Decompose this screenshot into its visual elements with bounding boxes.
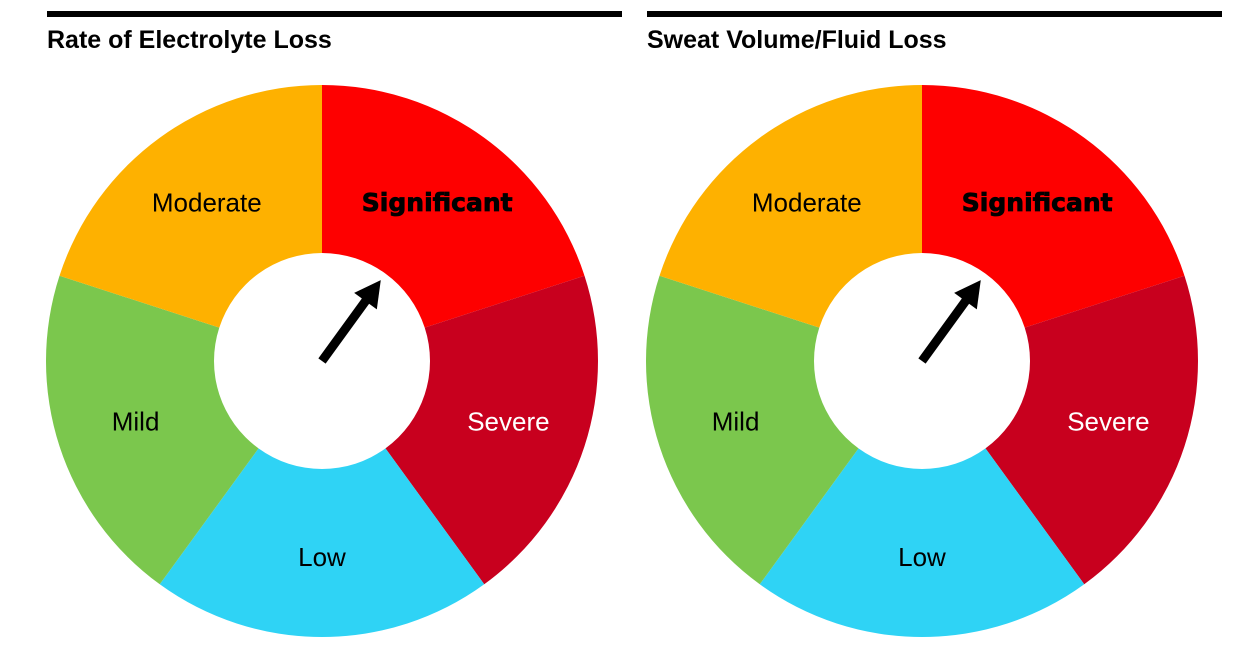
segment-significant (322, 85, 585, 328)
indicator-arrow-shaft (918, 295, 972, 364)
indicator-arrow-head (954, 280, 981, 310)
segment-severe (985, 275, 1198, 585)
segment-label-low: Low (898, 542, 946, 572)
fluid-loss-panel: Sweat Volume/Fluid Loss Significant Sever… (600, 0, 1222, 654)
segment-mild (646, 275, 859, 585)
segment-label-significant: Significant (962, 188, 1113, 217)
segment-label-moderate: Moderate (152, 187, 262, 217)
electrolyte-loss-panel: Rate of Electrolyte Loss Significant Seve… (0, 0, 622, 654)
segment-label-significant: Significant (362, 188, 513, 217)
segment-moderate (59, 85, 323, 328)
segment-label-moderate: Moderate (752, 187, 862, 217)
segment-low (759, 448, 1085, 638)
indicator-arrow-head (354, 280, 381, 310)
segment-low (159, 448, 485, 638)
fluid-loss-gauge: Significant Severe Low Mild Moderate (646, 85, 1198, 638)
indicator-arrow-shaft (318, 295, 372, 364)
title-rule (47, 11, 622, 17)
segment-label-severe: Severe (467, 407, 549, 437)
electrolyte-loss-gauge: Significant Severe Low Mild Moderate (45, 85, 598, 638)
segment-label-severe: Severe (1067, 407, 1149, 437)
title-rule (647, 11, 1222, 17)
segment-moderate (659, 85, 922, 328)
segment-mild (45, 275, 259, 585)
chart-title: Sweat Volume/Fluid Loss (647, 26, 947, 54)
segment-severe (385, 275, 598, 585)
segment-label-mild: Mild (112, 407, 160, 437)
segment-significant (922, 85, 1185, 328)
segment-label-low: Low (298, 542, 346, 572)
chart-title: Rate of Electrolyte Loss (47, 26, 332, 54)
segment-label-mild: Mild (712, 407, 760, 437)
